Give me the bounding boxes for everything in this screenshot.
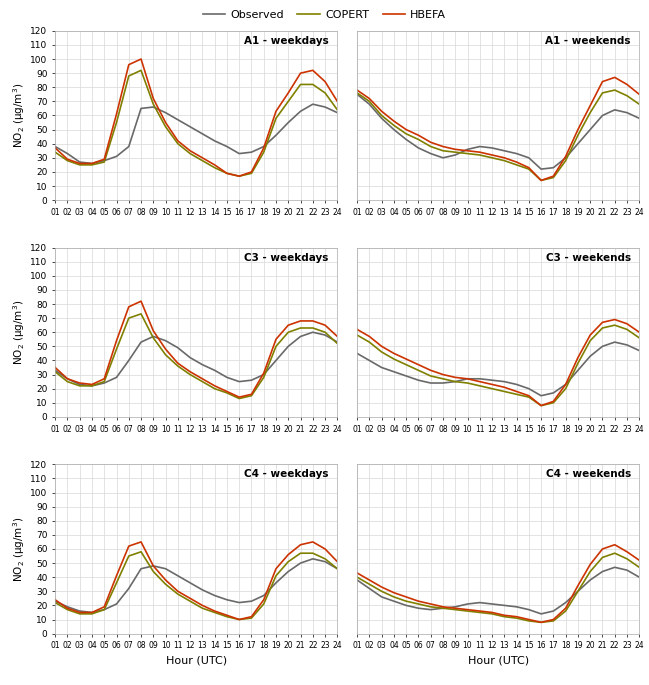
Text: C3 - weekends: C3 - weekends bbox=[546, 253, 631, 262]
Text: A1 - weekends: A1 - weekends bbox=[545, 36, 631, 46]
Text: C3 - weekdays: C3 - weekdays bbox=[245, 253, 329, 262]
Y-axis label: NO$_2$ (μg/m$^3$): NO$_2$ (μg/m$^3$) bbox=[12, 83, 27, 148]
Text: C4 - weekends: C4 - weekends bbox=[546, 469, 631, 479]
X-axis label: Hour (UTC): Hour (UTC) bbox=[468, 656, 529, 666]
Legend: Observed, COPERT, HBEFA: Observed, COPERT, HBEFA bbox=[198, 5, 451, 25]
X-axis label: Hour (UTC): Hour (UTC) bbox=[165, 656, 227, 666]
Text: C4 - weekdays: C4 - weekdays bbox=[245, 469, 329, 479]
Y-axis label: NO$_2$ (μg/m$^3$): NO$_2$ (μg/m$^3$) bbox=[12, 516, 27, 582]
Text: A1 - weekdays: A1 - weekdays bbox=[244, 36, 329, 46]
Y-axis label: NO$_2$ (μg/m$^3$): NO$_2$ (μg/m$^3$) bbox=[12, 299, 27, 365]
